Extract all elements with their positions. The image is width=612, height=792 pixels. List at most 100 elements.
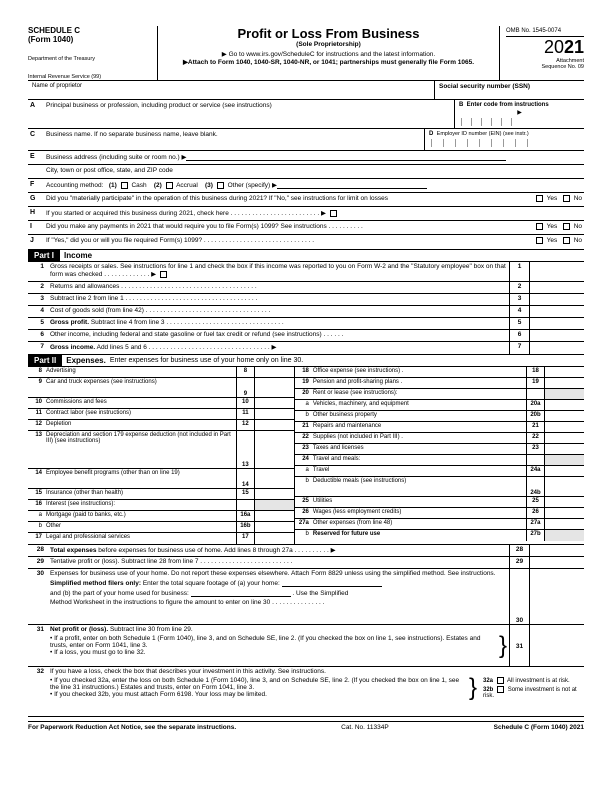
attach-instructions: ▶Attach to Form 1040, 1040-SR, 1040-NR, …	[162, 58, 495, 66]
amt-6[interactable]	[529, 330, 584, 341]
amt-29[interactable]	[529, 557, 584, 568]
letter-j: J	[28, 235, 46, 249]
tax-year: 2021	[506, 37, 584, 58]
amt-22[interactable]	[544, 433, 584, 443]
form-subtitle: (Sole Proprietorship)	[162, 41, 495, 48]
dept-irs: Internal Revenue Service (99)	[28, 74, 153, 80]
amt-2[interactable]	[529, 282, 584, 293]
amt-15[interactable]	[254, 489, 294, 499]
amt-8[interactable]	[254, 367, 294, 377]
part-2-label: Part II	[28, 355, 62, 366]
amt-23[interactable]	[544, 444, 584, 454]
page-footer: For Paperwork Reduction Act Notice, see …	[28, 721, 584, 731]
amt-20b[interactable]	[544, 411, 584, 421]
amt-19[interactable]	[544, 378, 584, 388]
line-2: 2Returns and allowances . . . . . . . . …	[28, 282, 584, 294]
amt-17[interactable]	[254, 533, 294, 544]
header-center: Profit or Loss From Business (Sole Propr…	[158, 26, 499, 80]
section-g-text: Did you "materially participate" in the …	[46, 193, 584, 206]
letter-e: E	[28, 151, 46, 164]
amt-21[interactable]	[544, 422, 584, 432]
line-30: 30 Expenses for business use of your hom…	[28, 569, 584, 625]
section-e2: City, town or post office, state, and ZI…	[28, 165, 584, 179]
line-32-options: 32a All investment is at risk. 32b Some …	[479, 667, 584, 701]
line-4: 4Cost of goods sold (from line 42) . . .…	[28, 306, 584, 318]
amt-20a[interactable]	[544, 400, 584, 410]
amt-9[interactable]	[254, 378, 294, 397]
32a-checkbox[interactable]	[497, 677, 504, 684]
footer-left: For Paperwork Reduction Act Notice, see …	[28, 724, 236, 731]
section-h: H If you started or acquired this busine…	[28, 207, 584, 221]
j-yes[interactable]	[536, 237, 543, 244]
section-i: I Did you make any payments in 2021 that…	[28, 221, 584, 235]
amt-11[interactable]	[254, 409, 294, 419]
ssn-label[interactable]: Social security number (SSN)	[434, 81, 584, 99]
amt-18[interactable]	[544, 367, 584, 377]
32b-checkbox[interactable]	[497, 686, 504, 693]
amt-28[interactable]	[529, 545, 584, 556]
amt-13[interactable]	[254, 431, 294, 468]
business-sqft[interactable]	[191, 589, 291, 597]
letter-i: I	[28, 221, 46, 234]
section-a-text[interactable]: Principal business or profession, includ…	[46, 100, 454, 128]
line-7: 7Gross income. Add lines 5 and 6 . . . .…	[28, 342, 584, 354]
other-checkbox[interactable]	[217, 182, 224, 189]
goto-url: ▶ Go to www.irs.gov/ScheduleC for instru…	[162, 50, 495, 58]
amt-30[interactable]	[529, 569, 584, 624]
section-e2-text[interactable]: City, town or post office, state, and ZI…	[46, 165, 584, 178]
letter-c: C	[28, 129, 46, 150]
amt-24b[interactable]	[544, 477, 584, 496]
amt-1[interactable]	[529, 262, 584, 281]
line-5: 5Gross profit. Subtract line 4 from line…	[28, 318, 584, 330]
omb-number: OMB No. 1545-0074	[506, 26, 584, 37]
part-2-sub: Enter expenses for business use of your …	[106, 357, 303, 364]
line-28: 28Total expenses before expenses for bus…	[28, 545, 584, 557]
amt-3[interactable]	[529, 294, 584, 305]
amt-24a[interactable]	[544, 466, 584, 476]
section-e1-text[interactable]: Business address (including suite or roo…	[46, 151, 584, 164]
amt-26[interactable]	[544, 508, 584, 518]
letter-h: H	[28, 207, 46, 220]
i-yes[interactable]	[536, 223, 543, 230]
section-g: G Did you "materially participate" in th…	[28, 193, 584, 207]
g-yes[interactable]	[536, 195, 543, 202]
name-ssn-row: Name of proprietor Social security numbe…	[28, 81, 584, 100]
header-right: OMB No. 1545-0074 2021 Attachment Sequen…	[499, 26, 584, 80]
home-sqft[interactable]	[282, 579, 382, 587]
amt-7[interactable]	[529, 342, 584, 354]
line-3: 3Subtract line 2 from line 1 . . . . . .…	[28, 294, 584, 306]
amt-31[interactable]	[529, 625, 584, 666]
amt-16a[interactable]	[254, 511, 294, 521]
letter-a: A	[28, 100, 46, 128]
section-b: B Enter code from instructions ▶	[454, 100, 584, 128]
proprietor-name-label[interactable]: Name of proprietor	[28, 81, 434, 99]
amt-27a[interactable]	[544, 519, 584, 529]
form-header: SCHEDULE C (Form 1040) Department of the…	[28, 26, 584, 81]
code-ticks[interactable]	[459, 118, 580, 126]
section-i-text: Did you make any payments in 2021 that w…	[46, 221, 584, 234]
amt-16b[interactable]	[254, 522, 294, 532]
line-6: 6Other income, including federal and sta…	[28, 330, 584, 342]
section-e1: E Business address (including suite or r…	[28, 151, 584, 165]
amt-5[interactable]	[529, 318, 584, 329]
g-no[interactable]	[563, 195, 570, 202]
j-no[interactable]	[563, 237, 570, 244]
section-c-text[interactable]: Business name. If no separate business n…	[46, 129, 424, 150]
l1-checkbox[interactable]	[160, 271, 167, 278]
amt-10[interactable]	[254, 398, 294, 408]
amt-12[interactable]	[254, 420, 294, 430]
h-checkbox[interactable]	[330, 210, 337, 217]
section-j-text: If "Yes," did you or will you file requi…	[46, 235, 584, 249]
cash-checkbox[interactable]	[121, 182, 128, 189]
amt-25[interactable]	[544, 497, 584, 507]
amt-14[interactable]	[254, 469, 294, 488]
expenses-right: 18Office expense (see instructions) .18 …	[295, 367, 584, 544]
amt-4[interactable]	[529, 306, 584, 317]
part-2-header: Part II Expenses. Enter expenses for bus…	[28, 354, 584, 367]
amt-27b	[544, 530, 584, 541]
accrual-checkbox[interactable]	[166, 182, 173, 189]
i-no[interactable]	[563, 223, 570, 230]
ein-ticks[interactable]	[429, 139, 580, 147]
footer-center: Cat. No. 11334P	[341, 724, 389, 731]
expense-columns: 8Advertising8 9Car and truck expenses (s…	[28, 367, 584, 545]
